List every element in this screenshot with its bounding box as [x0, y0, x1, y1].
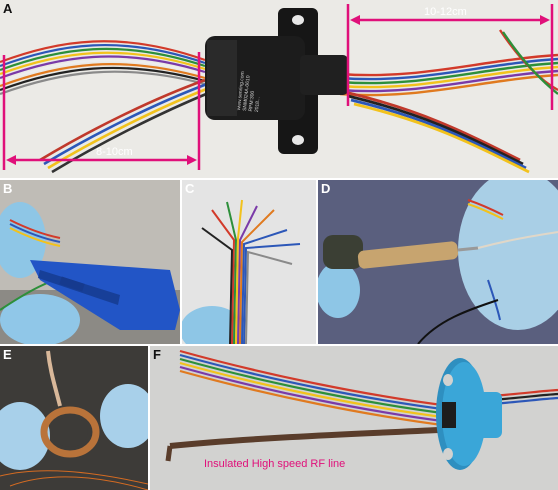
panel-label-d: D	[321, 181, 331, 196]
panel-c: C	[182, 180, 316, 344]
panel-d-photo	[318, 180, 558, 344]
wire-bundle-left	[0, 40, 212, 174]
panel-a-photo	[0, 0, 558, 178]
panel-f-photo	[150, 346, 558, 490]
panel-label-f: F	[153, 347, 161, 362]
panel-label-b: B	[3, 181, 13, 196]
dimension-lines	[2, 4, 554, 170]
stripped-wire-fan	[201, 199, 301, 344]
panel-c-photo	[182, 180, 316, 344]
rf-cable	[165, 427, 441, 462]
panel-b-photo	[0, 180, 180, 344]
wire-stripper-icon	[30, 260, 180, 330]
soldering-iron-icon	[323, 235, 479, 269]
wire-bundle-right	[339, 29, 558, 174]
panel-label-c: C	[185, 181, 195, 196]
panel-label-e: E	[3, 347, 12, 362]
panel-a: www.senring.com SNM024A-0610 RPM:300 201…	[0, 0, 558, 178]
rf-line-caption: Insulated High speed RF line	[204, 458, 346, 470]
panel-label-a: A	[3, 1, 13, 16]
copper-coil	[40, 406, 100, 458]
panel-e: E	[0, 346, 148, 490]
dimension-label-left: 8-10cm	[96, 146, 133, 158]
slip-ring-blue	[436, 358, 502, 470]
dimension-label-right: 10-12cm	[424, 6, 467, 18]
ring-printed-text: www.senring.com SNM024A-0610 RPM:300 201…	[236, 71, 264, 112]
panel-d: D	[318, 180, 558, 344]
panel-b: B	[0, 180, 180, 344]
wire-bundle-f	[179, 349, 558, 428]
slip-ring-black	[205, 8, 348, 154]
panel-e-photo	[0, 346, 148, 490]
panel-f: Insulated High speed RF line F	[150, 346, 558, 490]
